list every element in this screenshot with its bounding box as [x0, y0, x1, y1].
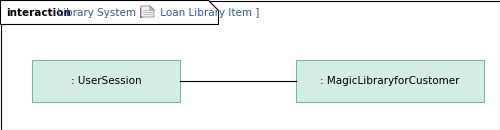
Polygon shape	[150, 6, 154, 10]
Bar	[32, 60, 180, 102]
Polygon shape	[141, 6, 154, 17]
Text: Library System [: Library System [	[54, 8, 144, 18]
Text: Loan Library Item ]: Loan Library Item ]	[157, 8, 260, 18]
Text: : UserSession: : UserSession	[70, 76, 142, 86]
Text: interaction: interaction	[6, 8, 71, 18]
Bar	[296, 60, 484, 102]
Text: : MagicLibraryforCustomer: : MagicLibraryforCustomer	[320, 76, 460, 86]
Polygon shape	[0, 1, 218, 24]
